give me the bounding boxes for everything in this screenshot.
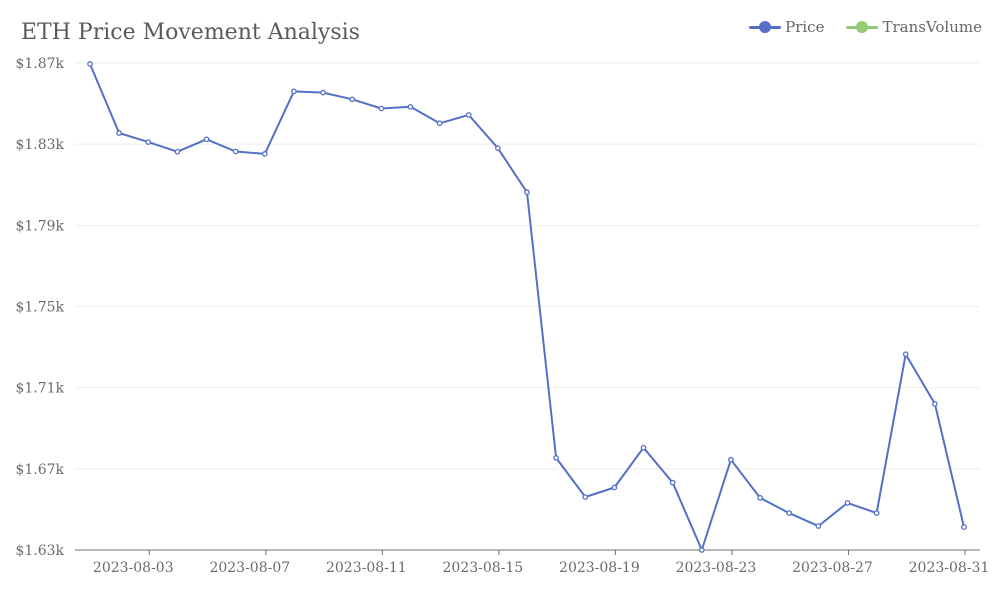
data-point (932, 401, 938, 407)
data-point (844, 500, 851, 506)
data-point (873, 510, 880, 516)
y-tick-label: $1.87k (15, 56, 64, 72)
data-point (553, 455, 559, 461)
y-tick-label: $1.83k (15, 137, 64, 153)
y-tick-label: $1.75k (15, 300, 64, 316)
x-tick-label: 2023-08-07 (209, 560, 290, 576)
legend-label-price: Price (785, 18, 825, 36)
data-point (116, 130, 122, 136)
data-point (757, 495, 763, 501)
data-point (728, 456, 734, 463)
data-point (669, 479, 676, 486)
x-tick-label: 2023-08-23 (676, 560, 757, 576)
data-point (407, 103, 414, 110)
data-point (436, 120, 443, 127)
legend-item-price[interactable]: Price (749, 18, 824, 36)
y-tick-label: $1.63k (15, 543, 64, 559)
data-point (902, 351, 909, 358)
data-point (582, 494, 589, 500)
data-point (640, 444, 647, 451)
data-point (174, 148, 181, 155)
x-tick-label: 2023-08-03 (93, 560, 174, 576)
data-point (378, 105, 385, 112)
data-point (611, 484, 618, 491)
legend-swatch-price (749, 21, 782, 33)
legend-item-transvolume[interactable]: TransVolume (846, 18, 982, 36)
data-point (786, 510, 793, 516)
data-point (320, 89, 326, 96)
x-tick-label: 2023-08-27 (792, 560, 873, 576)
x-tick-label: 2023-08-31 (909, 560, 990, 576)
x-tick-label: 2023-08-19 (559, 560, 640, 576)
data-point (145, 139, 152, 145)
data-point (349, 96, 356, 103)
data-point (203, 136, 210, 143)
data-point (961, 524, 967, 530)
legend-label-transvolume: TransVolume (882, 18, 982, 36)
legend: Price TransVolume (749, 18, 982, 36)
data-point (495, 145, 501, 152)
data-point (815, 523, 822, 529)
data-point (465, 112, 472, 118)
x-tick-label: 2023-08-11 (326, 560, 407, 576)
data-point (524, 189, 530, 196)
y-tick-label: $1.71k (15, 381, 64, 397)
y-tick-label: $1.67k (15, 462, 64, 478)
data-point (232, 148, 239, 155)
y-tick-label: $1.79k (15, 218, 64, 234)
legend-swatch-transvolume (846, 21, 879, 33)
chart-title: ETH Price Movement Analysis (21, 20, 360, 45)
data-point (261, 151, 268, 157)
x-tick-label: 2023-08-15 (443, 560, 524, 576)
data-point (291, 88, 297, 95)
data-point (698, 547, 705, 553)
data-point (87, 61, 93, 67)
